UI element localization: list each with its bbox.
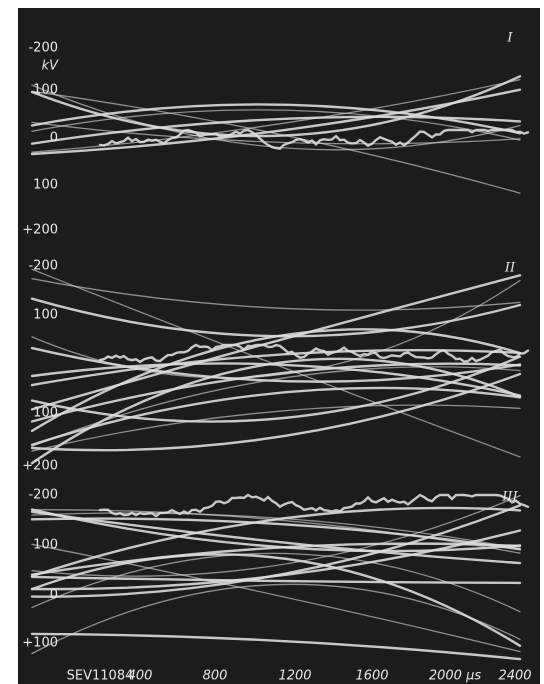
y-tick-label: 100 xyxy=(33,308,58,323)
y-tick-label: 0 xyxy=(50,588,58,603)
trace xyxy=(31,552,521,613)
trace xyxy=(30,508,522,553)
trace xyxy=(31,543,521,653)
trace xyxy=(31,512,521,550)
trace xyxy=(31,121,521,145)
trace xyxy=(31,494,521,577)
panel-label: I xyxy=(506,31,513,46)
trace xyxy=(30,632,522,661)
trace xyxy=(31,109,521,141)
x-tick-label: 2400 xyxy=(498,669,531,684)
y-tick-label: +100 xyxy=(22,636,58,651)
x-tick-label: 1200 xyxy=(278,669,311,684)
trace xyxy=(30,553,522,647)
panel-label: III xyxy=(501,490,518,505)
trace xyxy=(98,128,530,150)
trace xyxy=(30,348,522,387)
traces xyxy=(30,75,530,661)
trace xyxy=(30,506,522,578)
y-tick-label: -200 xyxy=(28,259,58,274)
trace xyxy=(30,372,522,452)
trace xyxy=(30,362,522,397)
trace xyxy=(30,357,522,465)
trace xyxy=(30,575,522,585)
trace xyxy=(31,583,521,655)
labels: -200 kV 100 0 100 +200 I -200 100 100 +200 II -200 10… xyxy=(22,31,531,684)
y-tick-label: 100 xyxy=(33,83,58,98)
trace xyxy=(30,362,522,423)
trace xyxy=(30,274,522,411)
x-tick-label: 800 xyxy=(203,669,228,684)
trace xyxy=(31,404,521,452)
panel-label: II xyxy=(504,261,516,276)
y-tick-label: -200 xyxy=(28,41,58,56)
trace xyxy=(31,268,521,458)
trace xyxy=(30,510,522,565)
trace xyxy=(30,75,522,138)
x-tick-label: 2000 µs xyxy=(429,669,481,684)
trace xyxy=(30,115,522,145)
trace xyxy=(30,386,522,446)
figure-id: SEV11084 xyxy=(67,669,134,684)
y-tick-label: 100 xyxy=(33,406,58,421)
trace xyxy=(30,517,522,551)
trace xyxy=(98,343,530,364)
y-tick-label: 0 xyxy=(50,131,58,146)
trace xyxy=(98,493,530,518)
y-tick-label: +200 xyxy=(22,459,58,474)
y-tick-label: 100 xyxy=(33,538,58,553)
y-tick-label: -200 xyxy=(28,488,58,503)
trace xyxy=(31,278,521,311)
x-tick-label: 400 xyxy=(128,669,153,684)
trace xyxy=(30,297,522,338)
y-tick-label: kV xyxy=(42,59,60,74)
trace xyxy=(30,504,522,598)
y-tick-label: +200 xyxy=(22,223,58,238)
y-tick-label: 100 xyxy=(33,178,58,193)
x-tick-label: 1600 xyxy=(355,669,388,684)
trace xyxy=(31,90,521,194)
